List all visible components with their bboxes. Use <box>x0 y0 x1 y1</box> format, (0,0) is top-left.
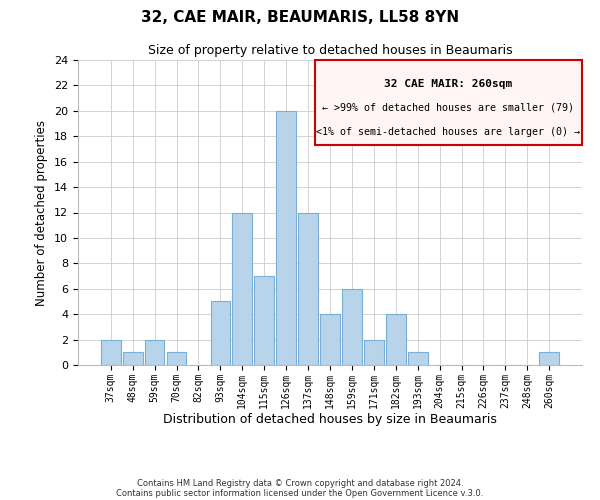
Bar <box>276 111 296 365</box>
Bar <box>320 314 340 365</box>
Bar <box>232 212 252 365</box>
Bar <box>145 340 164 365</box>
Y-axis label: Number of detached properties: Number of detached properties <box>35 120 49 306</box>
Text: Contains public sector information licensed under the Open Government Licence v.: Contains public sector information licen… <box>116 488 484 498</box>
Bar <box>167 352 187 365</box>
Bar <box>254 276 274 365</box>
Text: ← >99% of detached houses are smaller (79): ← >99% of detached houses are smaller (7… <box>322 102 574 113</box>
Bar <box>364 340 384 365</box>
X-axis label: Distribution of detached houses by size in Beaumaris: Distribution of detached houses by size … <box>163 414 497 426</box>
Text: 32, CAE MAIR, BEAUMARIS, LL58 8YN: 32, CAE MAIR, BEAUMARIS, LL58 8YN <box>141 10 459 25</box>
Text: <1% of semi-detached houses are larger (0) →: <1% of semi-detached houses are larger (… <box>316 126 580 136</box>
Bar <box>298 212 318 365</box>
Bar <box>539 352 559 365</box>
Bar <box>342 289 362 365</box>
Text: Contains HM Land Registry data © Crown copyright and database right 2024.: Contains HM Land Registry data © Crown c… <box>137 478 463 488</box>
Text: 32 CAE MAIR: 260sqm: 32 CAE MAIR: 260sqm <box>385 79 512 89</box>
Bar <box>408 352 428 365</box>
Bar <box>386 314 406 365</box>
Bar <box>101 340 121 365</box>
Bar <box>123 352 143 365</box>
Title: Size of property relative to detached houses in Beaumaris: Size of property relative to detached ho… <box>148 44 512 58</box>
Bar <box>211 302 230 365</box>
FancyBboxPatch shape <box>315 60 582 146</box>
